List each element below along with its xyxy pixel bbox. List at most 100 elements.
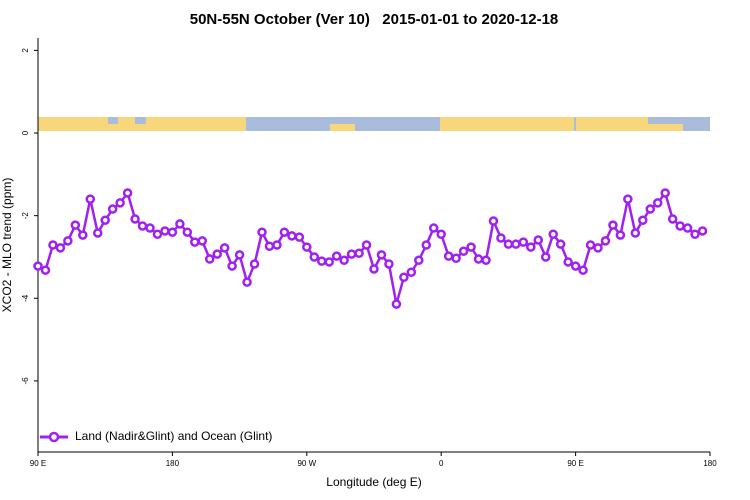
x-tick-label: 180 <box>166 459 180 468</box>
data-point <box>473 254 484 264</box>
data-point <box>585 240 596 250</box>
data-point <box>548 229 558 240</box>
data-point <box>443 251 454 261</box>
data-point <box>511 239 521 249</box>
data-point <box>331 251 342 261</box>
data-point <box>182 227 193 237</box>
data-point <box>346 249 357 259</box>
data-point <box>160 226 170 236</box>
data-point <box>593 243 603 253</box>
data-point <box>63 236 73 246</box>
data-point <box>249 259 260 269</box>
data-point <box>488 216 499 226</box>
data-point <box>264 241 275 251</box>
data-point <box>503 239 514 249</box>
data-point <box>406 267 417 278</box>
data-point <box>85 194 96 204</box>
data-point <box>287 231 297 241</box>
data-point <box>107 204 118 214</box>
data-point <box>257 227 267 237</box>
data-point <box>652 198 663 208</box>
data-point <box>369 264 379 274</box>
data-point <box>324 257 334 267</box>
data-point <box>690 229 700 240</box>
data-point <box>481 255 491 266</box>
data-point <box>294 232 305 242</box>
data-point <box>630 228 641 238</box>
data-point <box>33 261 43 271</box>
data-point <box>40 265 51 275</box>
data-point <box>316 256 327 266</box>
data-point <box>638 215 648 225</box>
data-point <box>570 261 581 271</box>
data-point <box>100 215 110 225</box>
data-point <box>660 188 670 198</box>
data-point <box>645 204 656 214</box>
data-point <box>115 198 125 208</box>
data-point <box>272 240 282 250</box>
data-point <box>675 221 685 231</box>
x-tick-label: 90 E <box>30 459 46 468</box>
series-line <box>37 190 704 305</box>
y-axis-label: XCO2 - MLO trend (ppm) <box>0 178 14 313</box>
data-point <box>190 237 200 247</box>
legend-label: Land (Nadir&Glint) and Ocean (Glint) <box>75 429 272 443</box>
data-point <box>227 261 237 271</box>
data-point <box>555 239 566 249</box>
data-point <box>436 229 446 240</box>
data-point <box>391 299 402 309</box>
data-point <box>78 230 88 240</box>
data-point <box>137 221 148 231</box>
data-point <box>130 214 140 224</box>
y-tick-label: -2 <box>21 212 30 220</box>
data-point <box>197 236 208 246</box>
data-point <box>540 252 551 262</box>
data-point <box>354 248 364 259</box>
data-point <box>608 220 618 230</box>
data-point <box>496 233 506 243</box>
data-point <box>600 236 611 246</box>
land-ocean-strip <box>38 117 710 131</box>
data-point <box>376 250 387 260</box>
y-tick-label: -4 <box>21 294 30 302</box>
data-point <box>234 250 245 260</box>
data-point <box>667 214 678 224</box>
data-point <box>122 188 133 198</box>
data-point <box>466 242 476 252</box>
data-point <box>212 249 222 259</box>
x-tick-label: 0 <box>439 459 444 468</box>
y-tick-label: 2 <box>21 48 30 53</box>
data-point <box>384 259 394 269</box>
data-point <box>175 219 185 229</box>
legend: Land (Nadir&Glint) and Ocean (Glint) <box>40 429 272 443</box>
data-point <box>302 242 312 252</box>
data-point <box>242 277 252 287</box>
data-point <box>152 229 163 240</box>
data-point <box>399 272 409 282</box>
data-point <box>414 255 424 266</box>
data-point <box>615 230 626 240</box>
x-tick-label: 180 <box>703 459 717 468</box>
chart-title: 50N-55N October (Ver 10) 2015-01-01 to 2… <box>190 11 559 28</box>
data-point <box>361 240 372 250</box>
data-point <box>339 255 349 266</box>
y-tick-label: -6 <box>21 377 30 385</box>
data-point <box>145 223 155 233</box>
legend-marker <box>48 431 60 443</box>
x-axis-label: Longitude (deg E) <box>326 475 421 489</box>
data-point <box>458 246 469 256</box>
y-tick-label: 0 <box>21 130 30 135</box>
data-point <box>451 253 461 263</box>
x-tick-label: 90 E <box>567 459 583 468</box>
data-point <box>279 227 290 237</box>
data-point <box>526 242 536 252</box>
data-point <box>92 228 103 238</box>
data-point <box>309 252 320 262</box>
x-tick-label: 90 W <box>297 459 316 468</box>
data-point <box>563 257 573 267</box>
data-point <box>167 227 178 237</box>
data-point <box>533 235 544 245</box>
data-point <box>697 226 708 236</box>
data-point <box>48 240 58 250</box>
